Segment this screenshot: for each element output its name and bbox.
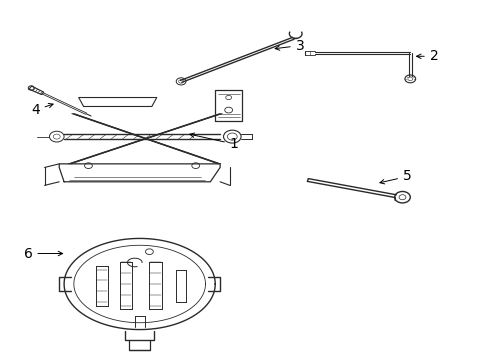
Text: 6: 6	[23, 247, 62, 261]
Text: 2: 2	[416, 49, 438, 63]
Text: 1: 1	[189, 133, 238, 151]
Text: 5: 5	[379, 170, 411, 184]
Text: 3: 3	[275, 39, 304, 53]
Text: 4: 4	[31, 103, 53, 117]
